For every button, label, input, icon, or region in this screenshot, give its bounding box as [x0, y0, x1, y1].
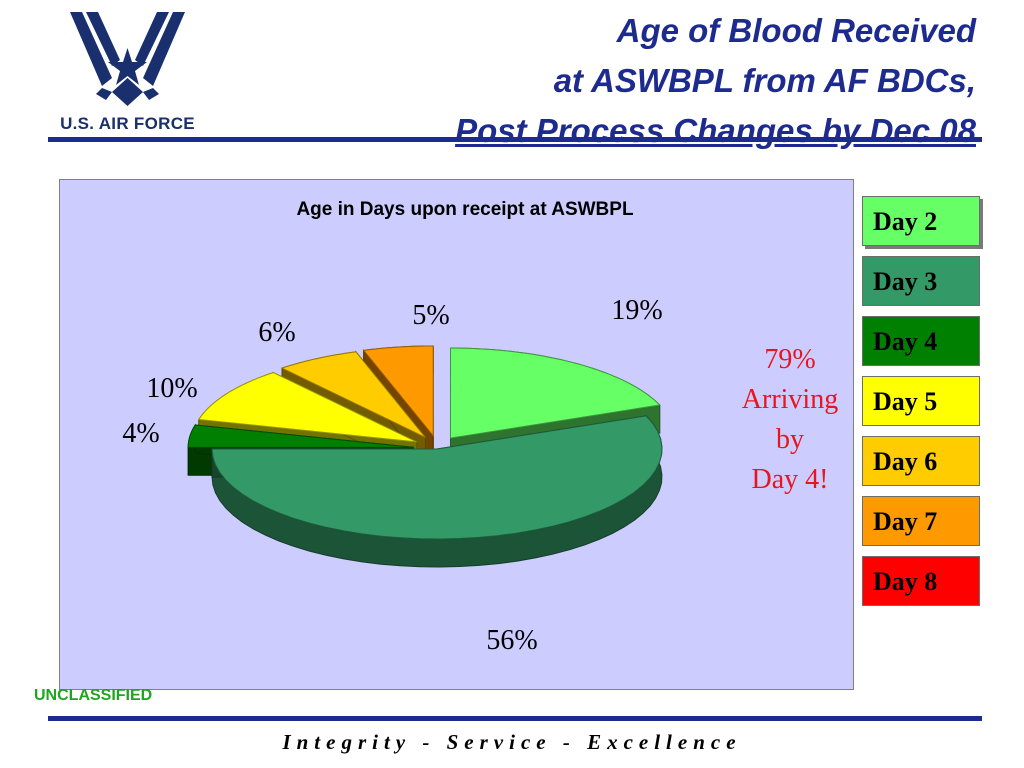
legend-item-day-5: Day 5 [862, 376, 980, 426]
title-line-2: at ASWBPL from AF BDCs, [553, 62, 976, 99]
callout-line-3: by [776, 424, 804, 455]
footer-motto: Integrity - Service - Excellence [282, 730, 742, 754]
page-title: Age of Blood Received at ASWBPL from AF … [316, 6, 976, 156]
legend-item-day-6: Day 6 [862, 436, 980, 486]
data-label-day-3: 56% [486, 625, 537, 656]
pie-chart: Age in Days upon receipt at ASWBPL 19% 56%… [122, 199, 663, 656]
legend-item-day-2: Day 2 [862, 196, 980, 246]
data-label-day-6: 6% [258, 317, 295, 348]
air-force-logo: U.S. AIR FORCE [40, 8, 215, 138]
callout-line-2: Arriving [741, 384, 839, 415]
footer-divider [48, 716, 982, 721]
data-label-day-7: 5% [412, 300, 449, 331]
legend-item-day-8: Day 8 [862, 556, 980, 606]
legend-item-day-4: Day 4 [862, 316, 980, 366]
logo-text: U.S. AIR FORCE [60, 114, 195, 133]
legend-item-day-7: Day 7 [862, 496, 980, 546]
data-label-day-5: 10% [146, 373, 197, 404]
callout-line-1: 79% [764, 344, 816, 375]
callout-annotation: 79% Arriving by Day 4! [720, 340, 860, 500]
title-divider [48, 137, 982, 142]
data-label-day-4: 4% [122, 418, 159, 449]
data-label-day-2: 19% [611, 295, 662, 326]
callout-line-4: Day 4! [751, 464, 829, 495]
pie-slice-day-3 [211, 414, 663, 568]
air-force-wing-icon [70, 12, 185, 106]
legend-item-day-3: Day 3 [862, 256, 980, 306]
title-line-3: Post Process Changes by Dec 08 [455, 112, 976, 149]
chart-title: Age in Days upon receipt at ASWBPL [296, 199, 634, 220]
classification-label: UNCLASSIFIED [34, 687, 153, 704]
title-line-1: Age of Blood Received [616, 12, 976, 49]
